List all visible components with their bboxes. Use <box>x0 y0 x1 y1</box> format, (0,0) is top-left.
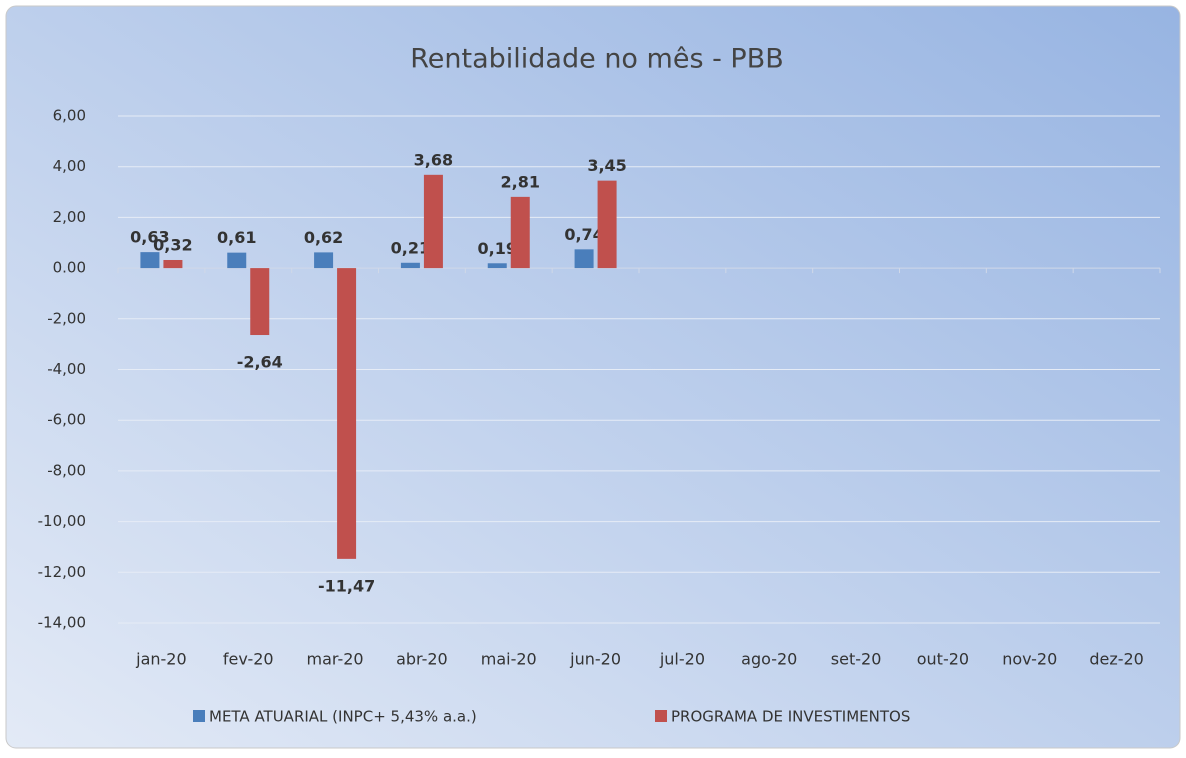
bar <box>400 262 420 269</box>
y-tick-label: 2,00 <box>53 208 86 226</box>
legend-swatch <box>655 710 667 722</box>
data-label: 0,21 <box>391 238 430 257</box>
data-label: 0,19 <box>478 239 517 258</box>
legend-label: PROGRAMA DE INVESTIMENTOS <box>671 708 910 726</box>
y-tick-label: -2,00 <box>47 309 86 327</box>
y-tick-label: 4,00 <box>53 157 86 175</box>
data-label: -2,64 <box>237 353 283 372</box>
data-label: 3,45 <box>587 156 626 175</box>
chart-background <box>5 5 1181 749</box>
x-tick-label: mai-20 <box>481 650 537 669</box>
bar <box>314 252 334 269</box>
x-tick-label: set-20 <box>831 650 882 669</box>
x-tick-label: abr-20 <box>396 650 448 669</box>
bar <box>337 268 357 559</box>
y-tick-label: -4,00 <box>47 360 86 378</box>
x-tick-label: fev-20 <box>223 650 274 669</box>
x-tick-label: jun-20 <box>569 650 621 669</box>
x-tick-label: ago-20 <box>741 650 797 669</box>
y-tick-label: 6,00 <box>53 107 86 125</box>
y-tick-label: -14,00 <box>38 614 86 632</box>
data-label: 0,62 <box>304 228 343 247</box>
data-label: 0,74 <box>564 225 603 244</box>
bar <box>227 252 247 269</box>
chart-title: Rentabilidade no mês - PBB <box>410 44 784 75</box>
y-tick-label: 0.00 <box>53 259 86 277</box>
data-label: -11,47 <box>318 576 375 595</box>
bar <box>597 180 617 269</box>
bar <box>574 249 594 269</box>
bar <box>250 268 270 336</box>
x-tick-label: jan-20 <box>135 650 187 669</box>
data-label: 0,61 <box>217 228 256 247</box>
legend-swatch <box>193 710 205 722</box>
y-tick-label: -12,00 <box>38 563 86 581</box>
y-tick-label: -10,00 <box>38 512 86 530</box>
x-tick-label: jul-20 <box>659 650 705 669</box>
x-tick-label: nov-20 <box>1002 650 1057 669</box>
y-tick-label: -6,00 <box>47 411 86 429</box>
y-tick-label: -8,00 <box>47 461 86 479</box>
x-tick-label: mar-20 <box>307 650 364 669</box>
bar <box>423 174 443 269</box>
x-tick-label: dez-20 <box>1089 650 1144 669</box>
bar <box>163 259 183 269</box>
legend-label: META ATUARIAL (INPC+ 5,43% a.a.) <box>209 708 477 726</box>
data-label: 0,63 <box>130 228 169 247</box>
data-label: 2,81 <box>501 172 540 191</box>
bar <box>140 252 160 269</box>
bar <box>487 263 507 269</box>
bar <box>510 196 530 269</box>
data-label: 3,68 <box>414 150 453 169</box>
data-label: 0,32 <box>153 235 192 254</box>
x-tick-label: out-20 <box>917 650 969 669</box>
